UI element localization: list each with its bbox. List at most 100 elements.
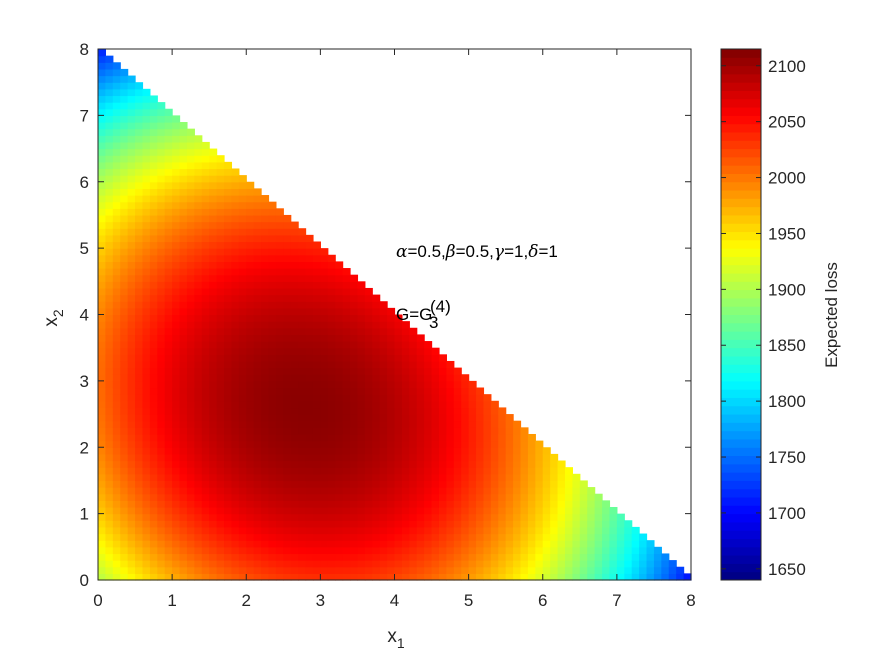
heatmap-cell [142,447,151,455]
heatmap-cell [194,453,203,462]
heatmap-cell [335,566,344,574]
heatmap-cell [268,374,277,382]
heatmap-cell [261,254,270,262]
heatmap-cell [194,155,203,163]
heatmap-cell [201,487,210,495]
heatmap-cell [157,327,166,336]
heatmap-cell [112,387,121,395]
heatmap-cell [327,407,336,415]
heatmap-cell [268,248,277,256]
heatmap-cell [394,447,403,455]
heatmap-cell [105,573,114,581]
heatmap-cell [602,526,611,535]
heatmap-cell [127,128,136,136]
heatmap-cell [298,560,307,568]
heatmap-cell [157,115,166,123]
heatmap-cell [468,520,477,528]
heatmap-cell [120,75,129,83]
heatmap-cell [105,294,114,302]
heatmap-cell [438,473,447,482]
heatmap-cell [142,380,151,389]
heatmap-cell [446,540,455,548]
heatmap-cell [164,307,173,316]
heatmap-cell [579,533,588,541]
heatmap-cell [268,307,277,316]
heatmap-cell [527,546,536,555]
heatmap-cell [209,274,218,282]
heatmap-cell [364,380,373,389]
heatmap-cell [335,380,344,389]
heatmap-cell [394,526,403,535]
heatmap-cell [290,506,299,515]
heatmap-cell [127,367,136,375]
heatmap-cell [112,354,121,362]
heatmap-cell [446,487,455,495]
heatmap-cell [142,301,151,309]
heatmap-cell [157,347,166,355]
heatmap-cell [149,573,158,581]
heatmap-cell [364,414,373,422]
heatmap-cell [209,228,218,236]
heatmap-cell [468,540,477,548]
heatmap-cell [476,400,485,409]
heatmap-cell [520,473,529,482]
heatmap-cell [172,414,181,422]
heatmap-cell [416,467,425,475]
heatmap-cell [157,566,166,574]
heatmap-cell [550,473,559,482]
heatmap-cell [275,573,284,581]
heatmap-cell [372,573,381,581]
heatmap-cell [172,228,181,236]
heatmap-cell [194,327,203,336]
heatmap-cell [209,201,218,209]
heatmap-cell [179,307,188,316]
heatmap-cell [305,347,314,355]
heatmap-cell [401,367,410,375]
heatmap-cell [98,540,107,548]
heatmap-surface [98,49,692,581]
heatmap-cell [149,168,158,176]
heatmap-cell [453,560,462,568]
heatmap-cell [409,453,418,462]
heatmap-cell [186,387,195,395]
heatmap-cell [446,566,455,574]
heatmap-cell [535,453,544,462]
heatmap-cell [394,553,403,561]
heatmap-cell [557,500,566,508]
heatmap-cell [246,414,255,422]
heatmap-cell [98,321,107,329]
heatmap-cell [424,414,433,422]
heatmap-cell [409,387,418,395]
heatmap-cell [231,380,240,389]
heatmap-cell [453,367,462,375]
heatmap-cell [105,493,114,501]
heatmap-cell [542,467,551,475]
heatmap-cell [327,573,336,581]
heatmap-cell [535,487,544,495]
heatmap-cell [387,506,396,515]
heatmap-cell [401,573,410,581]
heatmap-cell [231,387,240,395]
heatmap-cell [275,228,284,236]
heatmap-cell [112,168,121,176]
heatmap-cell [142,553,151,561]
heatmap-cell [142,274,151,282]
heatmap-cell [564,520,573,528]
heatmap-cell [253,254,262,262]
heatmap-cell [231,268,240,276]
heatmap-cell [268,347,277,355]
heatmap-cell [224,201,233,209]
heatmap-cell [201,334,210,342]
heatmap-cell [164,122,173,130]
heatmap-cell [661,566,670,574]
heatmap-cell [261,241,270,249]
heatmap-cell [157,374,166,382]
heatmap-cell [98,387,107,395]
heatmap-cell [112,62,121,70]
heatmap-cell [112,294,121,302]
heatmap-cell [631,560,640,568]
heatmap-cell [579,513,588,521]
heatmap-cell [557,533,566,541]
heatmap-cell [135,115,144,123]
heatmap-cell [186,141,195,150]
